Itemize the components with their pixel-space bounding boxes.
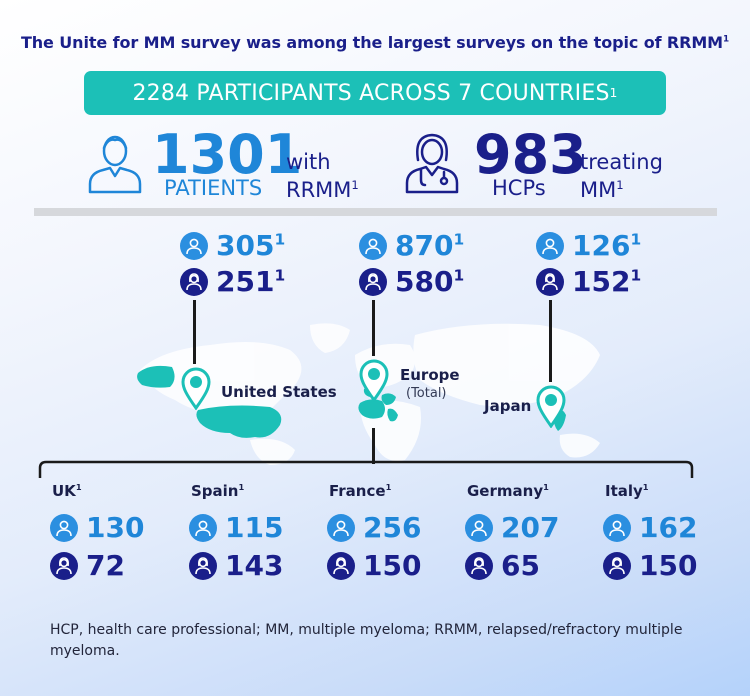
country-patients-count: 207 bbox=[501, 511, 560, 544]
section-divider bbox=[34, 208, 717, 216]
patient-icon bbox=[88, 135, 142, 194]
country-name: Italy1 bbox=[605, 482, 649, 500]
map-pin-icon bbox=[181, 367, 211, 410]
country-name: Spain1 bbox=[191, 482, 245, 500]
patients-label: PATIENTS bbox=[164, 176, 263, 200]
country-column-germany: Germany1 207 65 bbox=[465, 482, 559, 582]
doctor-icon bbox=[359, 268, 387, 296]
patient-icon bbox=[465, 514, 493, 542]
region-patients-count: 3051 bbox=[216, 229, 286, 262]
doctor-icon bbox=[327, 552, 355, 580]
doctor-icon bbox=[50, 552, 78, 580]
country-column-italy: Italy1 162 150 bbox=[603, 482, 697, 582]
country-hcps-count: 150 bbox=[639, 549, 698, 582]
region-label-japan: Japan bbox=[484, 397, 532, 415]
country-column-spain: Spain1 115 143 bbox=[189, 482, 283, 582]
region-stats-united-states: 3051 2511 bbox=[180, 230, 285, 298]
region-patients-count: 1261 bbox=[572, 229, 642, 262]
connector-line bbox=[193, 300, 196, 364]
country-hcps-count: 150 bbox=[363, 549, 422, 582]
region-label-united-states: United States bbox=[221, 383, 337, 401]
region-sublabel-europe: (Total) bbox=[406, 386, 447, 401]
region-patients-count: 8701 bbox=[395, 229, 465, 262]
doctor-icon bbox=[465, 552, 493, 580]
countries-bracket bbox=[38, 460, 694, 478]
patient-icon bbox=[180, 232, 208, 260]
doctor-icon bbox=[180, 268, 208, 296]
patient-icon bbox=[327, 514, 355, 542]
country-column-france: France1 256 150 bbox=[327, 482, 421, 582]
headline: The Unite for MM survey was among the la… bbox=[20, 33, 730, 52]
world-map bbox=[137, 323, 600, 465]
country-hcps-count: 72 bbox=[86, 549, 125, 582]
country-patients-count: 162 bbox=[639, 511, 698, 544]
country-column-uk: UK1 130 72 bbox=[50, 482, 144, 582]
hcps-number: 983 bbox=[474, 123, 587, 186]
doctor-icon bbox=[189, 552, 217, 580]
country-hcps-count: 143 bbox=[225, 549, 284, 582]
connector-line bbox=[372, 428, 375, 464]
country-name: France1 bbox=[329, 482, 392, 500]
country-hcps-count: 65 bbox=[501, 549, 540, 582]
participants-banner: 2284 PARTICIPANTS ACROSS 7 COUNTRIES 1 bbox=[84, 71, 666, 115]
patients-number: 1301 bbox=[152, 123, 303, 186]
region-hcps-count: 2511 bbox=[216, 265, 286, 298]
region-label-europe: Europe bbox=[400, 366, 460, 384]
connector-line bbox=[549, 300, 552, 382]
country-name: Germany1 bbox=[467, 482, 549, 500]
map-pin-icon bbox=[359, 359, 389, 402]
doctor-icon bbox=[603, 552, 631, 580]
patient-icon bbox=[536, 232, 564, 260]
country-name: UK1 bbox=[52, 482, 82, 500]
patient-icon bbox=[603, 514, 631, 542]
connector-line bbox=[372, 300, 375, 356]
region-stats-europe: 8701 5801 bbox=[359, 230, 464, 298]
region-hcps-count: 1521 bbox=[572, 265, 642, 298]
footnote: HCP, health care professional; MM, multi… bbox=[50, 622, 683, 659]
patients-side-text: with RRMM1 bbox=[286, 150, 359, 202]
region-hcps-count: 5801 bbox=[395, 265, 465, 298]
map-pin-icon bbox=[536, 385, 566, 428]
patient-icon bbox=[359, 232, 387, 260]
country-patients-count: 256 bbox=[363, 511, 422, 544]
country-patients-count: 115 bbox=[225, 511, 284, 544]
doctor-icon bbox=[405, 133, 459, 194]
country-patients-count: 130 bbox=[86, 511, 145, 544]
region-stats-japan: 1261 1521 bbox=[536, 230, 641, 298]
patient-icon bbox=[50, 514, 78, 542]
hcps-label: HCPs bbox=[492, 176, 546, 200]
patient-icon bbox=[189, 514, 217, 542]
doctor-icon bbox=[536, 268, 564, 296]
hcps-side-text: treating MM1 bbox=[580, 150, 663, 202]
